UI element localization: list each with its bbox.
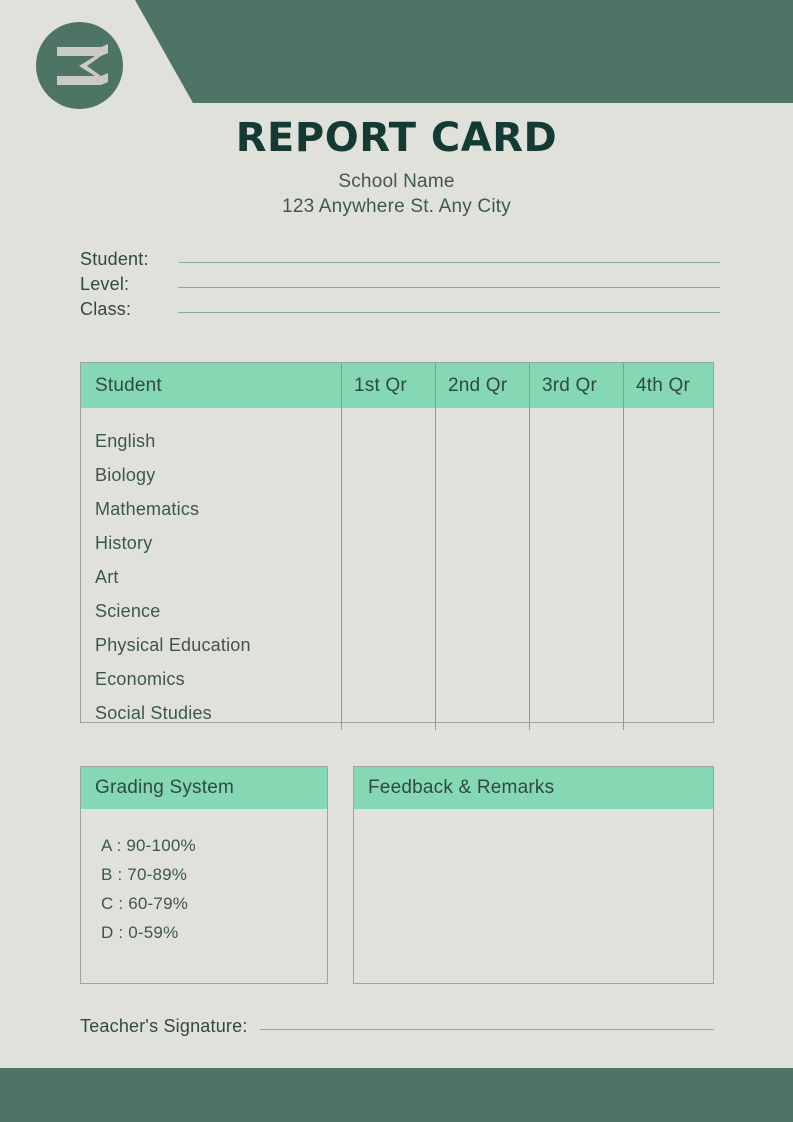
list-item: History [95, 533, 153, 553]
list-item: Science [95, 601, 161, 621]
subject-column: English Biology Mathematics History Art … [81, 408, 341, 730]
feedback-panel: Feedback & Remarks [353, 766, 714, 984]
list-item: C : 60-79% [101, 894, 189, 913]
grades-table-body: English Biology Mathematics History Art … [81, 408, 713, 730]
grades-table: Student 1st Qr 2nd Qr 3rd Qr 4th Qr Engl… [80, 362, 714, 730]
list-item: Art [95, 567, 119, 587]
header-band [135, 0, 793, 103]
feedback-textarea[interactable] [354, 809, 713, 983]
grade-scale-list: A : 90-100% B : 70-89% C : 60-79% D : 0-… [81, 809, 327, 947]
footer-band [0, 1068, 793, 1122]
grade-entry-column-q1[interactable] [341, 408, 435, 730]
list-item: B : 70-89% [101, 865, 188, 884]
grade-entry-column-q4[interactable] [623, 408, 717, 730]
student-name-input-line[interactable] [179, 262, 720, 263]
school-name: School Name [338, 171, 455, 192]
class-label: Class: [80, 299, 132, 319]
student-name-label: Student: [80, 249, 149, 269]
student-info-block: Student: Level: Class: [80, 249, 720, 324]
column-header-q4: 4th Qr [623, 363, 717, 408]
grade-entry-column-q3[interactable] [529, 408, 623, 730]
hourglass-ribbon-logo-icon [51, 43, 109, 89]
grading-system-title: Grading System [81, 767, 327, 809]
teacher-signature-label: Teacher's Signature: [80, 1016, 248, 1036]
subject-list: English Biology Mathematics History Art … [81, 408, 341, 730]
list-item: D : 0-59% [101, 923, 179, 942]
list-item: Social Studies [95, 703, 212, 723]
grade-entry-column-q2[interactable] [435, 408, 529, 730]
list-item: Mathematics [95, 499, 200, 519]
list-item: Biology [95, 465, 156, 485]
school-logo [36, 22, 123, 109]
grading-system-panel: Grading System A : 90-100% B : 70-89% C … [80, 766, 328, 984]
column-header-q1: 1st Qr [341, 363, 435, 408]
class-field-row[interactable]: Class: [80, 299, 720, 324]
page-title: REPORT CARD [235, 115, 558, 161]
teacher-signature-input-line[interactable] [259, 1029, 714, 1030]
column-header-subject: Student [95, 374, 162, 396]
list-item: A : 90-100% [101, 836, 196, 855]
list-item: English [95, 431, 156, 451]
feedback-title: Feedback & Remarks [354, 767, 713, 809]
level-field-row[interactable]: Level: [80, 274, 720, 299]
level-label: Level: [80, 274, 130, 294]
student-name-field-row[interactable]: Student: [80, 249, 720, 274]
class-input-line[interactable] [178, 312, 720, 313]
grading-system-body: A : 90-100% B : 70-89% C : 60-79% D : 0-… [81, 809, 327, 983]
list-item: Physical Education [95, 635, 251, 655]
column-header-q3: 3rd Qr [529, 363, 623, 408]
school-address: 123 Anywhere St. Any City [282, 196, 511, 217]
teacher-signature-row[interactable]: Teacher's Signature: [80, 1016, 714, 1037]
level-input-line[interactable] [178, 287, 720, 288]
list-item: Economics [95, 669, 185, 689]
column-header-q2: 2nd Qr [435, 363, 529, 408]
grades-table-header-row: Student 1st Qr 2nd Qr 3rd Qr 4th Qr [81, 363, 713, 408]
